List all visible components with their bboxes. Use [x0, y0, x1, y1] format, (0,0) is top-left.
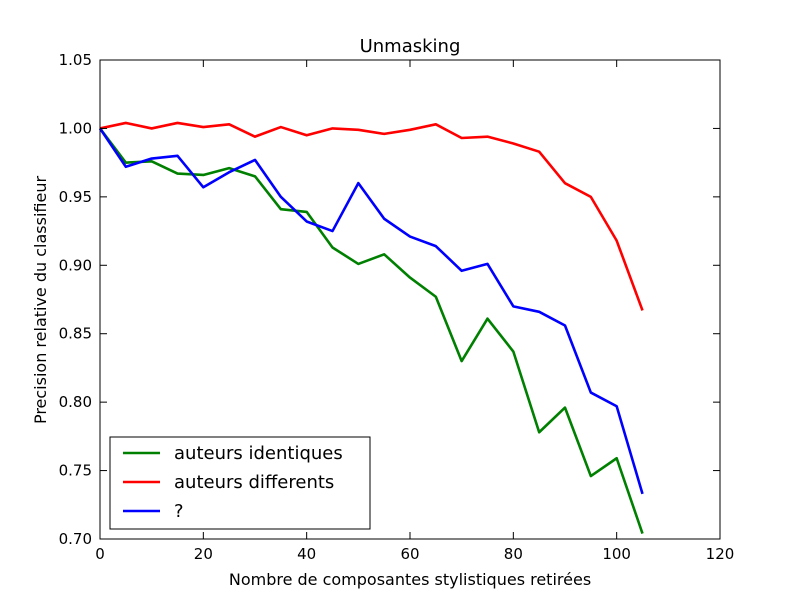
- y-tick-label: 0.85: [59, 325, 92, 343]
- x-tick-label: 40: [297, 545, 316, 563]
- y-tick-label: 0.95: [59, 188, 92, 206]
- y-axis-ticks: 0.70 0.75 0.80 0.85 0.90 0.95 1.00 1.05: [59, 51, 720, 548]
- y-tick-label: 0.70: [59, 530, 92, 548]
- y-axis-label: Precision relative du classifieur: [31, 176, 50, 425]
- y-tick-label: 0.90: [59, 256, 92, 274]
- y-tick-label: 0.80: [59, 393, 92, 411]
- x-tick-label: 0: [95, 545, 105, 563]
- series-line-1: [99, 121, 644, 311]
- x-axis-label: Nombre de composantes stylistiques retir…: [229, 570, 591, 589]
- legend: auteurs identiques auteurs differents?: [109, 436, 371, 530]
- legend-label: auteurs identiques: [174, 443, 343, 464]
- chart-title: Unmasking: [360, 36, 461, 57]
- x-tick-label: 60: [400, 545, 419, 563]
- y-tick-label: 0.75: [59, 462, 92, 480]
- y-tick-label: 1.05: [59, 51, 92, 69]
- x-tick-label: 20: [194, 545, 213, 563]
- series-line-2: [98, 127, 644, 495]
- y-tick-label: 1.00: [59, 119, 92, 137]
- legend-label: ?: [174, 501, 184, 522]
- x-tick-label: 80: [504, 545, 523, 563]
- x-tick-label: 120: [706, 545, 735, 563]
- legend-label: auteurs differents: [174, 472, 334, 493]
- series-line-0: [98, 127, 644, 534]
- x-tick-label: 100: [602, 545, 631, 563]
- x-axis-ticks: 0 20 40 60 80 100 120: [95, 60, 734, 563]
- plot-lines: [98, 121, 644, 534]
